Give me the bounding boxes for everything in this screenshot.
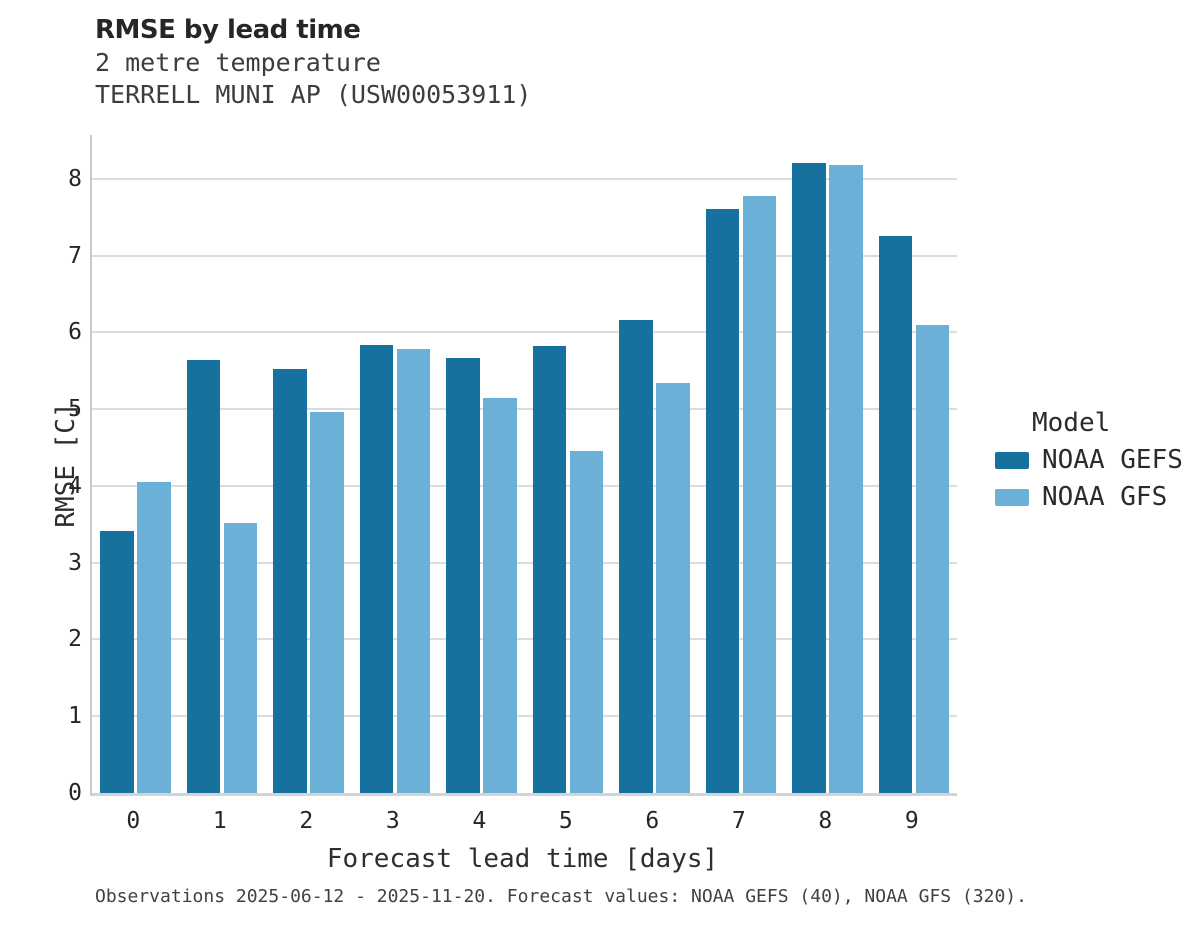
- x-tick-label-3: 3: [385, 808, 400, 834]
- x-tick-label-5: 5: [558, 808, 573, 834]
- legend-swatch-noaa-gfs-icon: [995, 488, 1029, 506]
- x-tick-label-1: 1: [212, 808, 227, 834]
- gridline-y-4: [92, 484, 957, 487]
- gridline-y-2: [92, 638, 957, 641]
- gridline-y-7: [92, 254, 957, 257]
- bar-noaa-gefs-day-0: [100, 531, 134, 793]
- bar-group-day-7: [698, 135, 785, 793]
- y-tick-label-3: 3: [68, 549, 82, 576]
- bar-group-day-9: [871, 135, 958, 793]
- bar-group-day-2: [265, 135, 352, 793]
- bar-noaa-gefs-day-3: [359, 345, 393, 793]
- bar-noaa-gfs-day-9: [915, 324, 949, 793]
- y-tick-label-8: 8: [68, 165, 82, 192]
- x-tick-label-8: 8: [818, 808, 833, 834]
- y-tick-label-5: 5: [68, 396, 82, 423]
- bar-noaa-gfs-day-8: [829, 164, 863, 793]
- bar-noaa-gfs-day-4: [483, 397, 517, 793]
- bar-noaa-gfs-day-7: [742, 196, 776, 793]
- y-tick-label-6: 6: [68, 319, 82, 346]
- bar-noaa-gefs-day-6: [619, 320, 653, 793]
- legend-title: Model: [1032, 408, 1111, 438]
- bar-noaa-gfs-day-3: [396, 349, 430, 793]
- x-tick-label-2: 2: [299, 808, 314, 834]
- bar-noaa-gefs-day-2: [273, 369, 307, 793]
- x-axis-title: Forecast lead time [days]: [326, 844, 719, 874]
- bar-noaa-gefs-day-5: [532, 346, 566, 793]
- gridline-y-1: [92, 715, 957, 718]
- bar-noaa-gfs-day-5: [569, 450, 603, 793]
- gridline-y-5: [92, 408, 957, 411]
- bar-noaa-gefs-day-1: [186, 359, 220, 793]
- y-tick-label-0: 0: [68, 780, 82, 806]
- y-axis-tick-labels: 0 1 2 3 4 5 6 7 8: [18, 135, 82, 806]
- legend-swatch-noaa-gefs-icon: [995, 451, 1029, 469]
- bar-group-day-5: [525, 135, 612, 793]
- bar-noaa-gefs-day-9: [878, 236, 912, 793]
- gridline-y-3: [92, 561, 957, 564]
- bar-chart-plot-area: [90, 135, 957, 796]
- bar-group-day-3: [352, 135, 439, 793]
- bar-noaa-gfs-day-6: [656, 383, 690, 793]
- gridline-y-6: [92, 331, 957, 334]
- chart-title: RMSE by lead time: [95, 15, 361, 45]
- x-tick-label-4: 4: [472, 808, 487, 834]
- y-tick-label-1: 1: [68, 703, 82, 730]
- chart-header: RMSE by lead time 2 metre temperature TE…: [95, 14, 532, 111]
- bar-group-day-6: [611, 135, 698, 793]
- bar-noaa-gfs-day-2: [310, 412, 344, 793]
- y-tick-label-7: 7: [68, 242, 82, 269]
- legend-label-noaa-gfs: NOAA GFS: [1042, 482, 1168, 512]
- bar-noaa-gfs-day-1: [223, 522, 257, 793]
- y-tick-label-4: 4: [68, 472, 82, 499]
- bar-noaa-gfs-day-0: [137, 482, 171, 793]
- x-tick-label-9: 9: [904, 808, 919, 834]
- bar-noaa-gefs-day-4: [446, 357, 480, 793]
- x-tick-label-6: 6: [645, 808, 660, 834]
- x-tick-label-0: 0: [126, 808, 141, 834]
- bar-noaa-gefs-day-7: [705, 209, 739, 793]
- gridline-y-8: [92, 177, 957, 180]
- legend-item-noaa-gefs: NOAA GEFS: [995, 445, 1195, 475]
- chart-legend: Model NOAA GEFS NOAA GFS: [995, 408, 1195, 522]
- chart-subtitle-variable: 2 metre temperature: [95, 47, 381, 77]
- bar-group-day-1: [179, 135, 266, 793]
- bar-group-day-0: [92, 135, 179, 793]
- bar-group-day-4: [438, 135, 525, 793]
- x-axis-tick-labels: 0 1 2 3 4 5 6 7 8 9: [90, 808, 955, 840]
- legend-item-noaa-gfs: NOAA GFS: [995, 482, 1195, 512]
- chart-subtitle-station: TERRELL MUNI AP (USW00053911): [95, 79, 532, 109]
- bar-noaa-gefs-day-8: [792, 162, 826, 793]
- legend-label-noaa-gefs: NOAA GEFS: [1042, 445, 1183, 475]
- y-tick-label-2: 2: [68, 626, 82, 653]
- chart-caption: Observations 2025-06-12 - 2025-11-20. Fo…: [95, 886, 1027, 907]
- bar-group-day-8: [784, 135, 871, 793]
- x-tick-label-7: 7: [731, 808, 746, 834]
